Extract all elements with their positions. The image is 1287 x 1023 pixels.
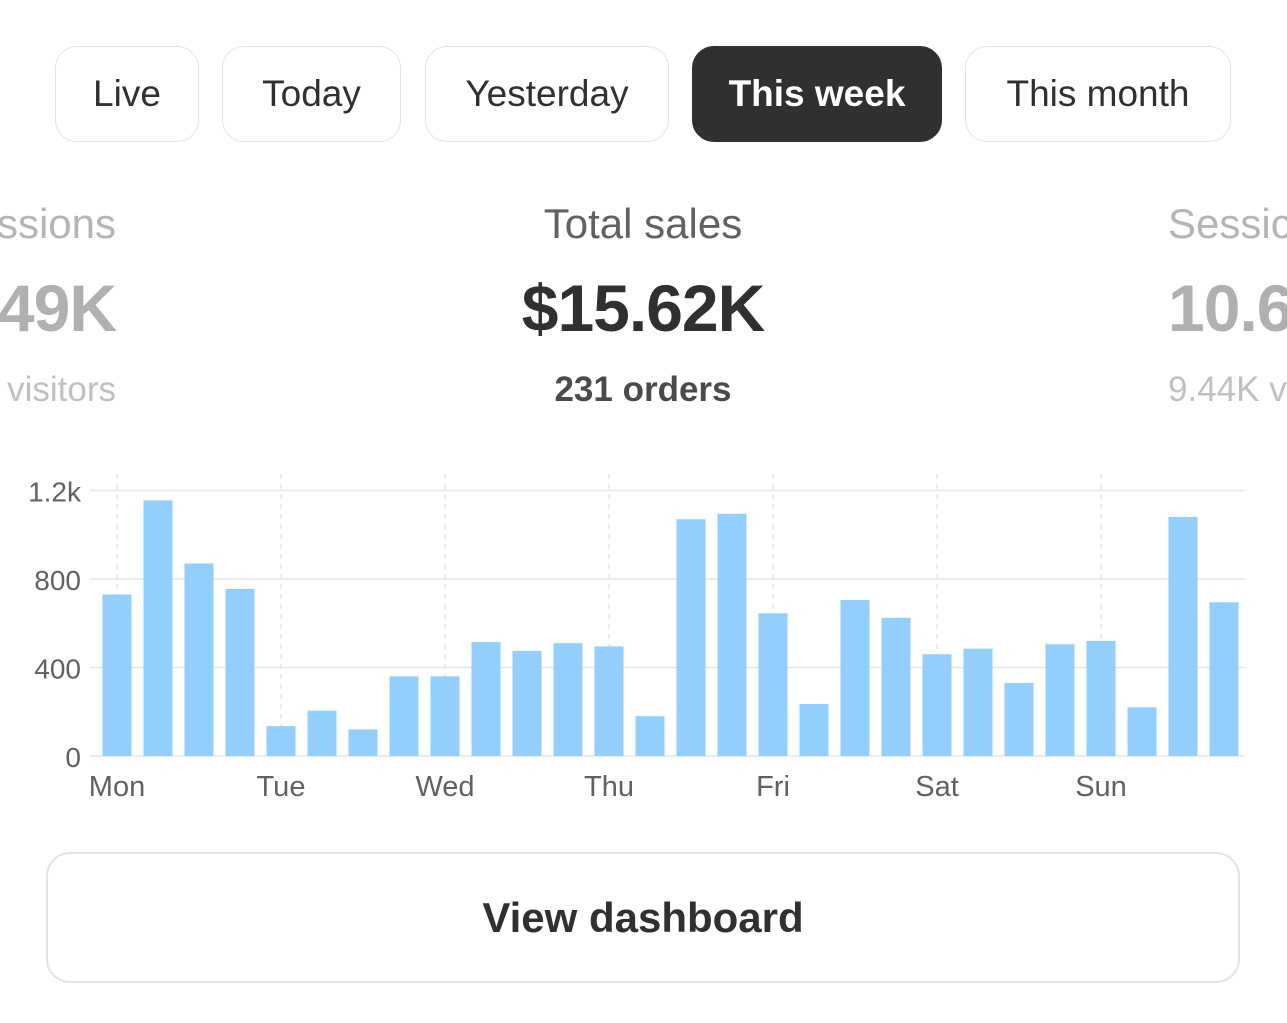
metric-label: Total sales <box>543 200 743 247</box>
metric-label: Sessic <box>1168 200 1287 247</box>
x-tick-label-mon: Mon <box>89 771 145 803</box>
bar <box>184 563 214 756</box>
bar <box>143 500 173 756</box>
bar <box>594 646 624 756</box>
y-tick-label: 800 <box>34 565 81 596</box>
bar <box>471 642 501 756</box>
bar <box>266 726 296 756</box>
metric-value: $15.62K <box>521 271 766 345</box>
metric-value: 49K <box>0 271 117 345</box>
tab-live[interactable]: Live <box>55 46 199 142</box>
bar <box>1127 707 1157 756</box>
x-tick-label-tue: Tue <box>257 771 306 803</box>
x-tick-label-sat: Sat <box>915 771 959 803</box>
bar <box>1086 640 1116 756</box>
y-tick-label: 1.2k <box>28 477 82 508</box>
bar <box>1045 644 1075 756</box>
bar <box>1004 682 1034 756</box>
bar <box>430 676 460 756</box>
metric-value: 10.6 <box>1168 271 1287 345</box>
bar <box>717 513 747 756</box>
x-tick-label-fri: Fri <box>756 771 790 803</box>
bar <box>676 519 706 756</box>
bar <box>635 716 665 756</box>
metric-card-sessions-partial-left[interactable]: ssions 49K visitors <box>0 196 117 412</box>
metric-card-total-sales[interactable]: Total sales $15.62K 231 orders <box>343 196 943 412</box>
bar <box>225 588 255 756</box>
x-tick-label-thu: Thu <box>584 771 634 803</box>
metric-subtext: 9.44K v <box>1168 370 1287 409</box>
bar <box>1209 602 1239 756</box>
bar <box>963 648 993 756</box>
bar <box>389 676 419 756</box>
bar <box>922 654 952 756</box>
bar <box>348 729 378 756</box>
y-tick-label: 0 <box>65 742 81 773</box>
bar <box>307 710 337 756</box>
tab-today[interactable]: Today <box>222 46 401 142</box>
bar <box>512 650 542 756</box>
bar <box>553 643 583 756</box>
metric-subtext: 231 orders <box>554 370 732 409</box>
tab-yesterday[interactable]: Yesterday <box>425 46 669 142</box>
bar <box>840 600 870 756</box>
bar <box>758 613 788 756</box>
sales-bar-chart: 0 400 800 1.2k Mon Tue Wed Thu Fri Sat Sun <box>28 474 1245 803</box>
x-tick-label-wed: Wed <box>415 771 474 803</box>
x-tick-label-sun: Sun <box>1075 771 1127 803</box>
y-tick-label: 400 <box>34 654 81 685</box>
date-range-tabs: Live Today Yesterday This week This mont… <box>0 46 1287 144</box>
tab-this-month[interactable]: This month <box>965 46 1231 142</box>
tab-this-week[interactable]: This week <box>692 46 942 142</box>
view-dashboard-button[interactable]: View dashboard <box>46 852 1240 983</box>
metric-card-sessions-partial-right[interactable]: Sessic 10.6 9.44K v <box>1168 196 1287 412</box>
bar <box>799 704 829 756</box>
metric-label: ssions <box>0 200 116 247</box>
bar <box>1168 517 1198 756</box>
bar <box>881 617 911 756</box>
metric-subtext: visitors <box>7 370 116 409</box>
bar <box>102 594 132 756</box>
